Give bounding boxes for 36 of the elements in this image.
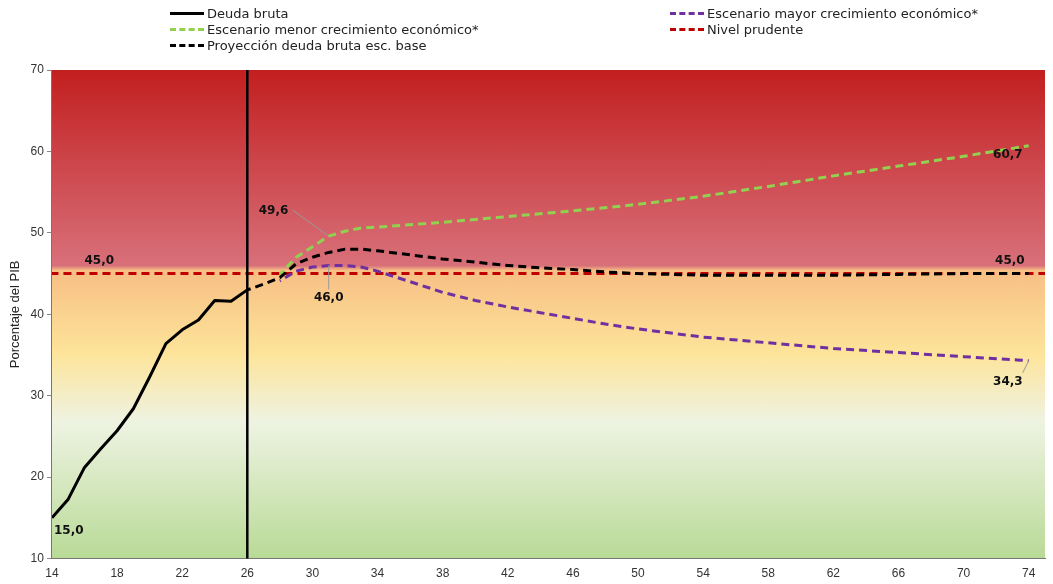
y-tick-label: 20 (30, 469, 45, 484)
x-tick-label: 70 (956, 566, 971, 581)
y-tick-label: 10 (30, 550, 45, 565)
annotation: 60,7 (993, 146, 1023, 161)
x-tick-label: 54 (696, 566, 711, 581)
x-tick-label: 38 (435, 566, 450, 581)
x-tick-label: 74 (1022, 566, 1036, 581)
y-tick-label: 30 (30, 388, 45, 403)
x-tick-label: 30 (305, 566, 320, 581)
legend-label: Nivel prudente (707, 22, 804, 37)
y-tick-label: 40 (30, 306, 45, 321)
y-tick-label: 60 (30, 143, 45, 158)
y-axis-title: Porcentaje del PIB (7, 260, 23, 369)
x-tick-label: 62 (826, 566, 841, 581)
legend-label: Proyección deuda bruta esc. base (207, 38, 427, 53)
x-tick-label: 46 (566, 566, 580, 581)
x-tick-label: 58 (761, 566, 776, 581)
annotation: 46,0 (313, 290, 344, 305)
x-tick-label: 34 (370, 566, 385, 581)
x-tick-label: 66 (891, 566, 906, 581)
x-tick-label: 26 (240, 566, 255, 581)
y-tick-label: 50 (30, 225, 45, 240)
annotation: 49,6 (258, 203, 289, 218)
x-tick-label: 42 (501, 566, 515, 581)
x-tick-label: 22 (175, 566, 190, 581)
legend-label: Deuda bruta (207, 6, 289, 21)
annotation: 15,0 (53, 522, 84, 537)
x-tick-label: 14 (45, 566, 59, 581)
legend-label: Escenario mayor crecimiento económico* (707, 6, 978, 21)
annotation: 45,0 (995, 252, 1025, 267)
y-tick-label: 70 (30, 62, 45, 77)
x-tick-label: 18 (110, 566, 125, 581)
annotation: 45,0 (84, 252, 115, 267)
x-tick-label: 50 (631, 566, 646, 581)
annotation: 34,3 (993, 373, 1023, 388)
legend-label: Escenario menor crecimiento económico* (207, 22, 479, 37)
